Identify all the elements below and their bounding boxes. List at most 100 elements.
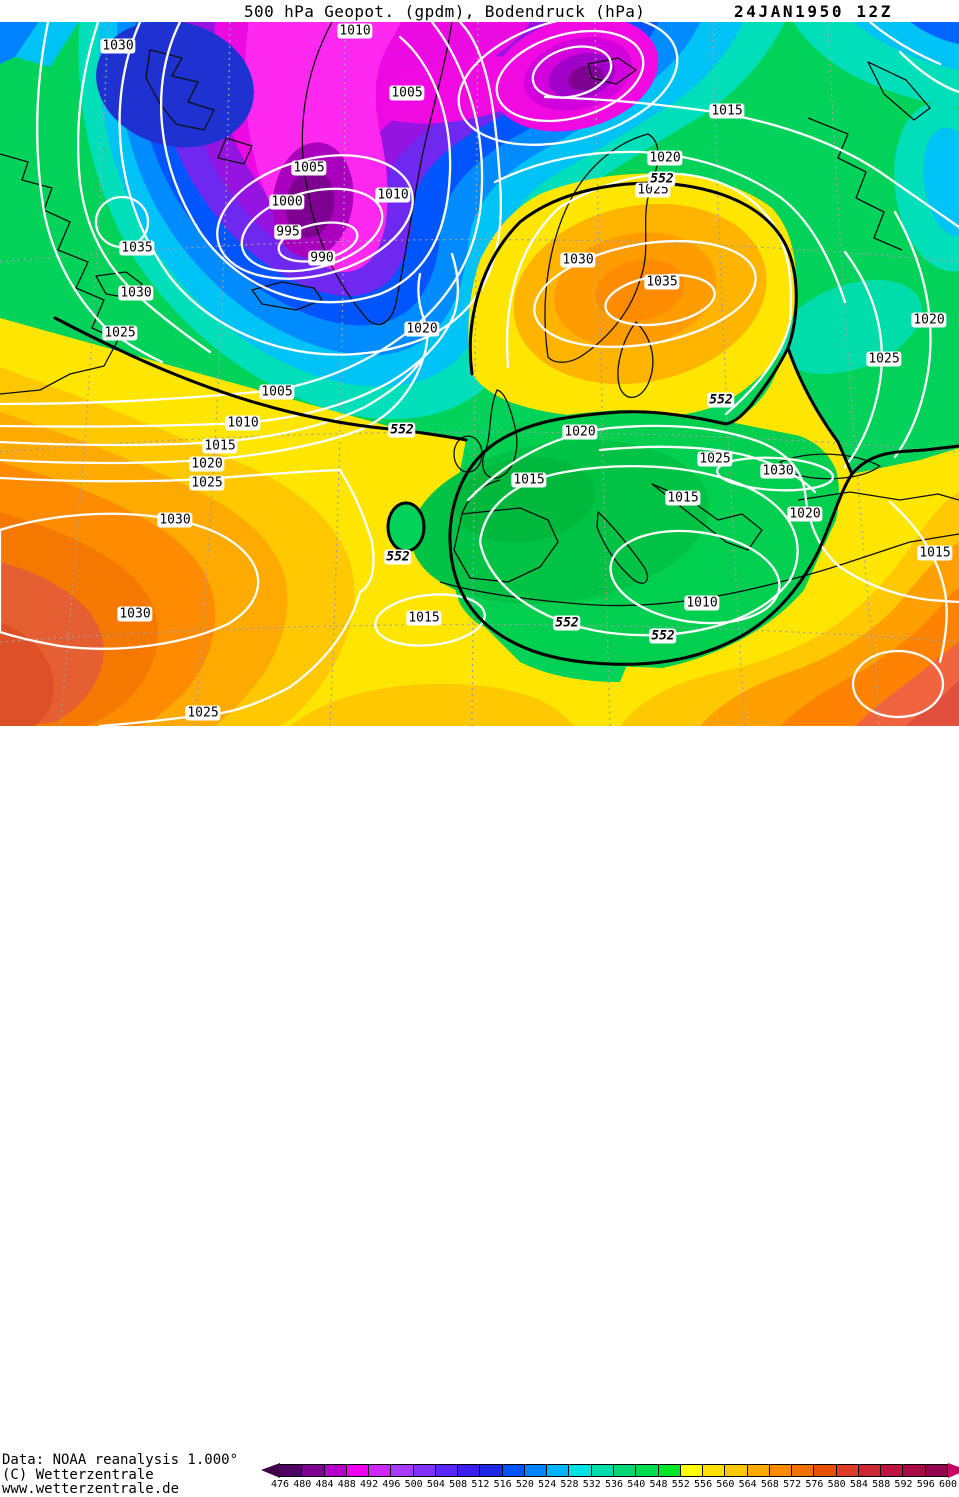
isobars-white: [0, 22, 959, 726]
colorbar-box: [280, 1464, 303, 1477]
copyright-credit: (C) Wetterzentrale: [2, 1467, 154, 1483]
colorbar-box: [636, 1464, 659, 1477]
isobar-label: 990: [308, 250, 336, 266]
colorbar-tick-label: 528: [560, 1479, 579, 1490]
colorbar-box: [346, 1464, 370, 1477]
isobar-label: 1035: [644, 274, 680, 290]
colorbar-tick-label: 580: [827, 1479, 846, 1490]
colorbar-box: [391, 1464, 414, 1477]
isobar-label: 1020: [189, 456, 225, 472]
isobar-label: 1025: [697, 451, 733, 467]
isobar-label: 1030: [100, 38, 136, 54]
colorbar-tick-label: 536: [604, 1479, 624, 1490]
colorbar-right-arrow-icon: [948, 1463, 959, 1478]
isobar-label: 1020: [911, 312, 947, 328]
isobar-label: 1000: [269, 194, 305, 210]
colorbar-box: [658, 1464, 681, 1477]
isobar-label: 1030: [118, 285, 154, 301]
colorbar-tick-label: 512: [471, 1479, 490, 1490]
colorbar-tick-label: 572: [783, 1479, 802, 1490]
colorbar-tick-label: 576: [805, 1479, 824, 1490]
colorbar-box: [792, 1464, 815, 1477]
coastlines: [0, 22, 959, 607]
colorbar-tick-label: 564: [738, 1479, 757, 1490]
colorbar-box: [547, 1464, 570, 1477]
isobar-label: 1005: [291, 160, 327, 176]
isobar-label: 1025: [185, 705, 221, 721]
colorbar-tick-label: 548: [649, 1479, 668, 1490]
isobar-label: 1010: [684, 595, 720, 611]
isobar-label-layer: 1030 1010 1005 1015 1020 1025 1005 1010 1000 995 9…: [0, 22, 959, 726]
weather-map-svg: [0, 22, 959, 726]
thickness-552-label: 552: [388, 422, 416, 438]
colorbar-tick-label: 588: [872, 1479, 891, 1490]
colorbar-box: [413, 1464, 436, 1477]
website-url: www.wetterzentrale.de: [2, 1481, 180, 1497]
isobar-label: 1025: [189, 475, 225, 491]
isobar-label: 1010: [375, 187, 411, 203]
isobar-label: 1015: [917, 545, 953, 561]
colorbar-box: [903, 1464, 926, 1477]
thickness-552-label: 552: [553, 615, 581, 631]
colorbar-box: [613, 1464, 637, 1477]
colorbar-box: [591, 1464, 614, 1477]
colorbar-tick-label: 508: [449, 1479, 468, 1490]
colorbar-tick-label: 520: [515, 1479, 534, 1490]
isobar-label: 1015: [202, 438, 238, 454]
isobar-label: 1030: [760, 463, 796, 479]
isobar-label: 1030: [117, 606, 153, 622]
isobar-label: 1030: [560, 252, 596, 268]
colorbar-tick-label: 480: [293, 1479, 312, 1490]
isobar-label: 1010: [225, 415, 261, 431]
colorbar-box: [703, 1464, 726, 1477]
colorbar-box: [814, 1464, 837, 1477]
isobar-label: 1010: [337, 23, 373, 39]
colorbar-left-arrow-icon: [261, 1463, 280, 1478]
colorbar-box: [324, 1464, 347, 1477]
colorbar-tick-label: 560: [716, 1479, 735, 1490]
isobar-label: 1005: [259, 384, 295, 400]
colorbar-box: [858, 1464, 882, 1477]
thickness-552-label: 552: [384, 549, 412, 565]
isobar-label: 1005: [389, 85, 425, 101]
isobar-label: 1020: [647, 150, 683, 166]
thickness-552-label: 552: [707, 392, 735, 408]
colorbar-tick-label: 504: [426, 1479, 445, 1490]
isobar-label: 1015: [406, 610, 442, 626]
colorbar-box: [458, 1464, 481, 1477]
colorbar-box: [725, 1464, 748, 1477]
colorbar-box: [769, 1464, 793, 1477]
isobar-label: 1025: [102, 325, 138, 341]
field-fills: [0, 22, 959, 726]
isobar-label: 1015: [665, 490, 701, 506]
colorbar-box: [569, 1464, 592, 1477]
colorbar-tick-label: 524: [538, 1479, 557, 1490]
data-source-credit: Data: NOAA reanalysis 1.000°: [2, 1452, 239, 1468]
colorbar-tick-label: 476: [270, 1479, 290, 1490]
thickness-552-label: 552: [649, 628, 677, 644]
colorbar-tick-label: 532: [582, 1479, 601, 1490]
footer: Data: NOAA reanalysis 1.000° (C) Wetterz…: [0, 726, 959, 1496]
contour-552-black: [53, 181, 959, 666]
colorbar-box: [502, 1464, 525, 1477]
thickness-552-label: 552: [648, 171, 676, 187]
colorbar-tick-label: 596: [916, 1479, 935, 1490]
colorbar-tick-label: 600: [938, 1479, 958, 1490]
colorbar-tick-label: 496: [382, 1479, 401, 1490]
colorbar-tick-label: 488: [337, 1479, 356, 1490]
colorbar-tick-labels: 476 480 484 488 492 496 500 504 508 512 516 520 524 5…: [271, 1478, 957, 1492]
isobar-label: 1020: [787, 506, 823, 522]
isobar-label: 995: [274, 224, 302, 240]
colorbar-tick-label: 568: [760, 1479, 779, 1490]
colorbar-box: [925, 1464, 948, 1477]
colorbar-tick-label: 500: [404, 1479, 423, 1490]
colorbar-box: [369, 1464, 392, 1477]
colorbar-box: [747, 1464, 770, 1477]
weather-map: 1030 1010 1005 1015 1020 1025 1005 1010 1000 995 9…: [0, 22, 959, 727]
isobar-label: 1020: [404, 321, 440, 337]
page-title: 500 hPa Geopot. (gpdm), Bodendruck (hPa): [244, 2, 646, 21]
geopotential-colorbar: [261, 1463, 959, 1478]
isobar-label: 1015: [511, 472, 547, 488]
isobar-label: 1015: [709, 103, 745, 119]
